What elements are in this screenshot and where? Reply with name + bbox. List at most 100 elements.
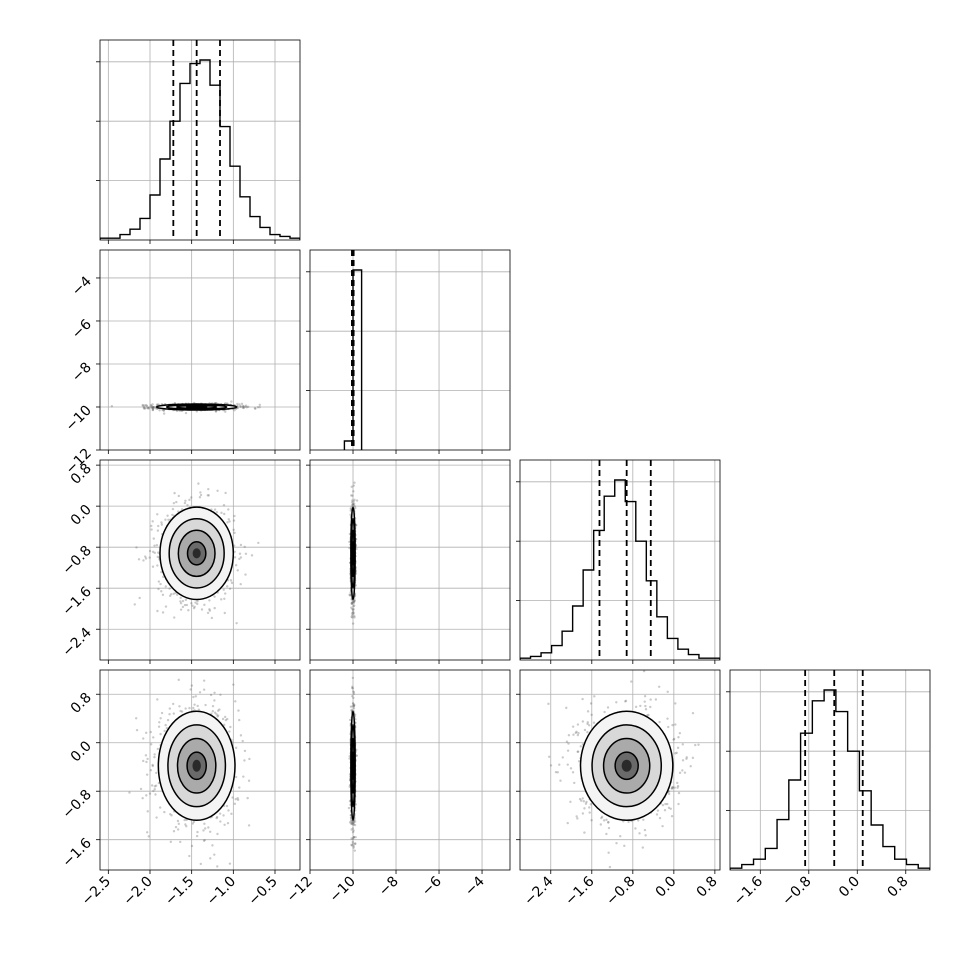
scatter-point [202, 688, 206, 691]
scatter-point [223, 611, 226, 615]
scatter-point [169, 812, 172, 816]
scatter-point [671, 786, 675, 789]
scatter-point [581, 720, 585, 723]
scatter-point [137, 558, 141, 561]
scatter-point [643, 828, 647, 832]
scatter-point [133, 603, 136, 606]
scatter-point [233, 514, 236, 518]
scatter-point [351, 685, 354, 689]
scatter-point [153, 551, 156, 555]
scatter-point [147, 835, 150, 838]
scatter-point [623, 844, 626, 848]
scatter-point [213, 595, 216, 598]
scatter-point [351, 503, 355, 506]
scatter-point [215, 816, 218, 820]
scatter-point [230, 812, 233, 816]
scatter-point [216, 832, 219, 836]
scatter-point [172, 702, 175, 706]
scatter-point [226, 821, 230, 825]
scatter-point [350, 822, 353, 825]
scatter-point [576, 723, 580, 726]
scatter-point [190, 602, 193, 605]
contour-line-1 [176, 737, 217, 794]
contour-line-2 [165, 403, 228, 410]
scatter-point [250, 554, 254, 557]
scatter-point [619, 835, 622, 838]
scatter-point [175, 500, 178, 504]
scatter-point [353, 849, 357, 852]
scatter-point [352, 503, 355, 506]
scatter-point [202, 829, 205, 832]
scatter-point [352, 846, 355, 849]
scatter-point [150, 405, 153, 408]
histogram-panel-3 [730, 670, 930, 870]
scatter-point [203, 838, 206, 842]
scatter-point [243, 545, 246, 549]
scatter-point [352, 690, 355, 693]
scatter-point [547, 755, 551, 758]
scatter-point [667, 725, 670, 729]
scatter-point [257, 541, 260, 545]
y-tick-label: −6 [69, 316, 95, 342]
axes-frame [309, 459, 511, 661]
scatter-point [216, 489, 219, 492]
scatter-point [634, 827, 637, 830]
scatter-point [147, 406, 151, 409]
scatter-point [204, 703, 207, 707]
scatter-point [567, 733, 571, 737]
scatter-point [239, 582, 242, 586]
histogram-step [100, 59, 300, 240]
scatter-point [567, 742, 570, 745]
scatter-point [350, 844, 354, 847]
scatter-point [643, 700, 646, 703]
scatter-point [697, 743, 700, 746]
scatter-point [145, 760, 148, 764]
scatter-point [353, 481, 356, 484]
scatter-point [353, 823, 357, 827]
scatter-point [177, 678, 180, 682]
scatter-point [352, 707, 356, 710]
scatter-point [156, 747, 160, 751]
scatter-point [655, 813, 659, 816]
scatter-point [353, 505, 356, 508]
scatter-point [153, 753, 156, 756]
scatter-point [676, 746, 680, 750]
scatter-point [350, 505, 353, 508]
scatter-point [608, 865, 612, 869]
scatter-point [638, 832, 641, 835]
scatter-point [644, 708, 648, 711]
scatter-point [157, 725, 161, 728]
scatter-point [232, 528, 235, 532]
scatter-point [158, 721, 161, 724]
scatter-point [349, 705, 353, 708]
scatter-point [166, 514, 169, 517]
scatter-point [145, 773, 149, 776]
scatter-point [566, 763, 569, 766]
scatter-point [353, 820, 357, 823]
scatter-point [352, 607, 355, 611]
scatter-point [157, 580, 161, 583]
scatter-point [348, 593, 351, 596]
scatter-point [245, 406, 249, 409]
scatter-point [627, 820, 630, 824]
scatter-point [175, 593, 179, 597]
scatter-point [215, 815, 219, 819]
scatter-point [179, 709, 182, 713]
scatter-point [213, 853, 216, 856]
scatter-point [146, 406, 149, 409]
scatter-point [144, 731, 148, 735]
scatter-point [161, 611, 165, 614]
scatter-point [180, 710, 184, 713]
scatter-point [588, 806, 591, 809]
scatter-point [211, 704, 215, 708]
scatter-point [350, 821, 354, 825]
scatter-point [253, 406, 257, 410]
scatter-point [606, 706, 610, 709]
scatter-point [230, 400, 233, 403]
scatter-point [170, 814, 173, 817]
scatter-point [223, 512, 226, 516]
scatter-point [352, 612, 355, 616]
scatter-point [151, 407, 155, 410]
scatter-point [145, 403, 148, 407]
scatter-point [208, 608, 211, 611]
